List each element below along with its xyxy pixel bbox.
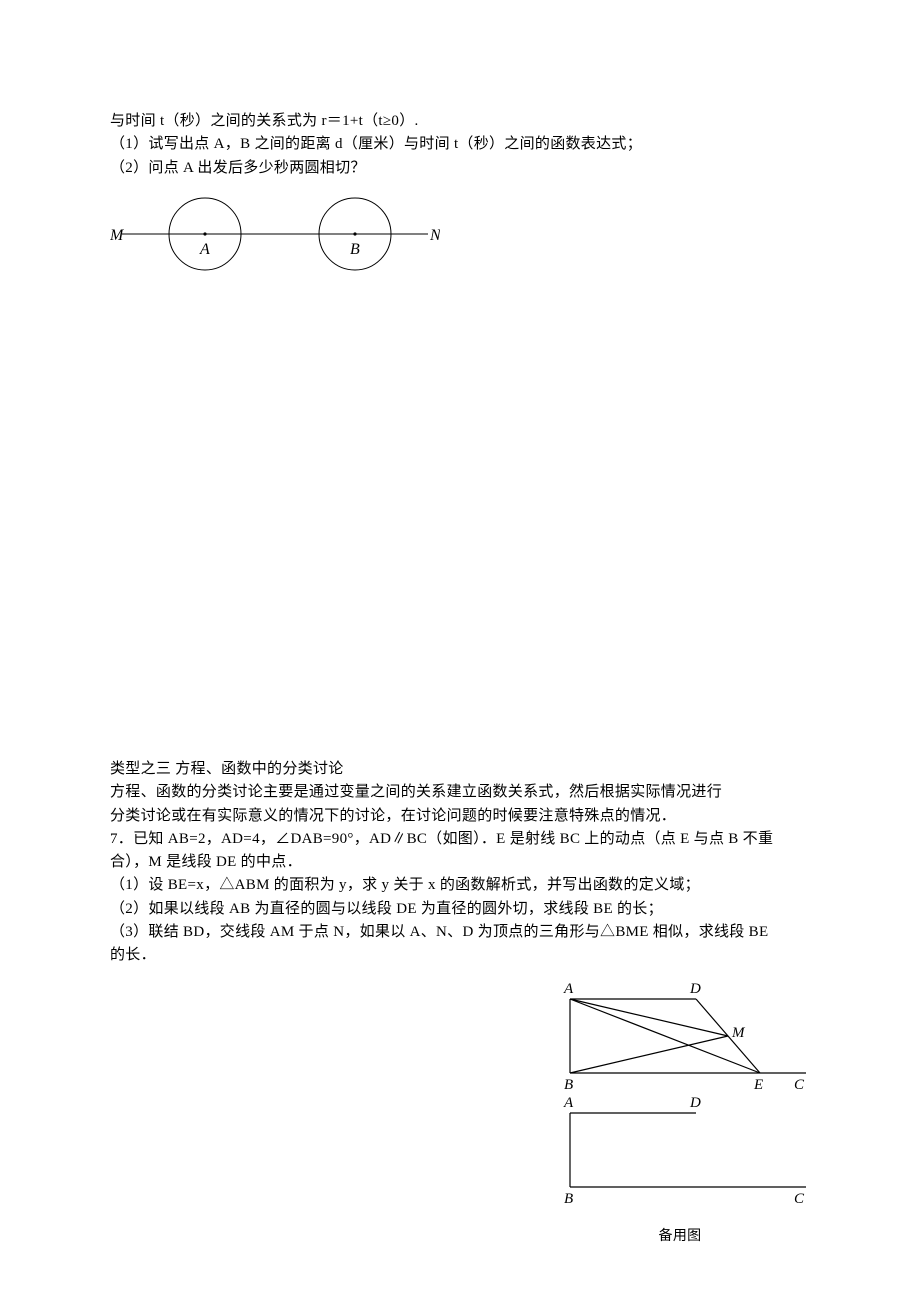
seg-am: [570, 999, 728, 1036]
lbl-c2: C: [794, 1191, 805, 1207]
lbl-d2: D: [689, 1095, 701, 1111]
lbl-c: C: [794, 1077, 805, 1093]
dot-a: [203, 232, 206, 235]
section3-title: 类型之三 方程、函数中的分类讨论: [110, 758, 810, 781]
p6-figure: M A B N: [110, 188, 810, 288]
lbl-b2: B: [564, 1191, 573, 1207]
label-a: A: [199, 241, 210, 258]
p6-q1: （1）试写出点 A，B 之间的距离 d（厘米）与时间 t（秒）之间的函数表达式；: [110, 133, 810, 156]
lbl-b: B: [564, 1077, 573, 1093]
vertical-spacer: [110, 318, 810, 748]
p7-q2: （2）如果以线段 AB 为直径的圆与以线段 DE 为直径的圆外切，求线段 BE …: [110, 898, 810, 921]
lbl-e: E: [753, 1077, 763, 1093]
p7-figure-inner: A D M B E C A D B C 备用图: [550, 981, 810, 1247]
p7-figure-wrapper: A D M B E C A D B C 备用图: [110, 981, 810, 1247]
p7-q3-l1: （3）联结 BD，交线段 AM 于点 N，如果以 A、N、D 为顶点的三角形与△…: [110, 921, 810, 944]
lbl-a2: A: [563, 1095, 574, 1111]
label-n: N: [429, 227, 440, 244]
dot-b: [353, 232, 356, 235]
p7-q3-l2: 的长．: [110, 944, 810, 967]
section3-intro-l2: 分类讨论或在有实际意义的情况下的讨论，在讨论问题的时候要注意特殊点的情况．: [110, 805, 810, 828]
label-m: M: [110, 227, 125, 244]
lbl-d: D: [689, 981, 701, 997]
p7-stem-l1: 7．已知 AB=2，AD=4，∠DAB=90°，AD∥BC（如图）．E 是射线 …: [110, 828, 810, 851]
p7-figure-caption: 备用图: [550, 1226, 810, 1248]
p7-q1: （1）设 BE=x，△ABM 的面积为 y，求 y 关于 x 的函数解析式，并写…: [110, 874, 810, 897]
p6-q2: （2）问点 A 出发后多少秒两圆相切？: [110, 157, 810, 180]
lbl-m: M: [731, 1025, 746, 1041]
label-b: B: [350, 241, 360, 258]
seg-bm: [570, 1036, 728, 1073]
p7-figure-svg: A D M B E C A D B C: [550, 981, 810, 1217]
section3-intro-l1: 方程、函数的分类讨论主要是通过变量之间的关系建立函数关系式，然后根据实际情况进行: [110, 781, 810, 804]
p6-figure-svg: M A B N: [110, 188, 440, 280]
p7-stem-l2: 合），M 是线段 DE 的中点．: [110, 851, 810, 874]
p6-line1: 与时间 t（秒）之间的关系式为 r＝1+t（t≥0）.: [110, 110, 810, 133]
lbl-a: A: [563, 981, 574, 997]
page: 与时间 t（秒）之间的关系式为 r＝1+t（t≥0）. （1）试写出点 A，B …: [0, 0, 920, 1302]
